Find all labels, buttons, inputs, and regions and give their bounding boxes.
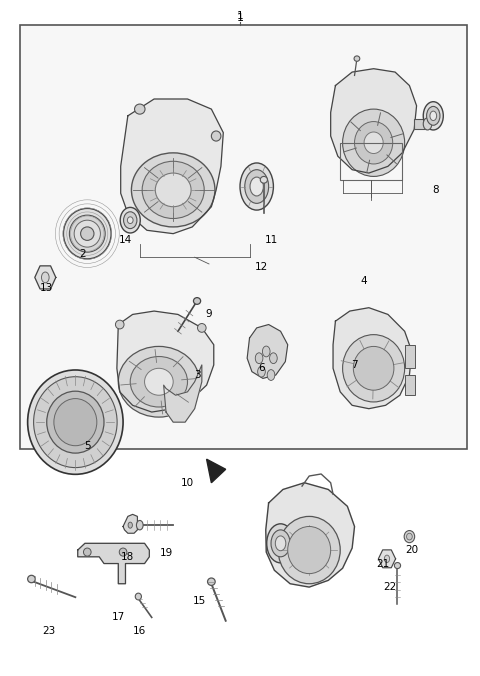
Circle shape [267,370,275,381]
Ellipse shape [250,177,264,196]
Ellipse shape [41,272,49,283]
Polygon shape [78,544,149,584]
Text: 15: 15 [193,596,206,606]
Polygon shape [164,365,202,422]
Ellipse shape [47,391,104,453]
Text: 18: 18 [121,552,134,562]
Ellipse shape [63,208,111,259]
Ellipse shape [127,217,133,224]
Polygon shape [35,266,56,289]
Polygon shape [378,550,396,568]
Polygon shape [247,324,288,379]
Bar [340,143,402,180]
Ellipse shape [288,527,331,574]
Text: 10: 10 [181,478,194,488]
Ellipse shape [343,335,405,402]
Ellipse shape [120,208,140,233]
Polygon shape [333,308,412,409]
Text: 8: 8 [432,185,439,195]
Circle shape [270,353,277,364]
Ellipse shape [118,346,199,417]
Ellipse shape [276,536,286,551]
Ellipse shape [54,399,97,445]
Ellipse shape [135,593,142,600]
Ellipse shape [116,320,124,329]
Polygon shape [331,69,417,173]
Circle shape [258,366,265,377]
Text: 23: 23 [43,626,56,636]
Ellipse shape [395,562,401,569]
Text: 16: 16 [133,626,146,636]
Text: 1: 1 [237,11,243,21]
Ellipse shape [132,153,215,227]
Ellipse shape [343,109,405,176]
Text: 13: 13 [40,283,53,293]
Ellipse shape [28,370,123,475]
Text: 17: 17 [112,612,125,623]
Ellipse shape [28,575,35,583]
Bar [21,25,467,449]
Ellipse shape [407,533,412,540]
Ellipse shape [156,173,191,207]
Ellipse shape [271,530,290,557]
Polygon shape [120,99,223,234]
Bar [405,345,415,368]
Ellipse shape [142,162,204,218]
Ellipse shape [123,212,137,228]
Bar [405,375,415,395]
Text: 5: 5 [84,441,91,451]
Ellipse shape [74,220,100,247]
Ellipse shape [128,522,132,528]
Text: 11: 11 [264,235,277,245]
Text: 7: 7 [351,360,358,370]
Ellipse shape [267,524,294,563]
Ellipse shape [423,101,444,130]
Ellipse shape [136,521,143,530]
Ellipse shape [260,176,267,183]
Ellipse shape [245,170,269,203]
Bar [414,119,426,129]
Ellipse shape [427,106,440,125]
Ellipse shape [355,122,393,164]
Text: 20: 20 [405,545,419,555]
Ellipse shape [84,548,91,556]
Text: 4: 4 [361,276,367,286]
Ellipse shape [430,111,437,120]
Ellipse shape [198,324,206,333]
Text: 19: 19 [159,548,173,558]
Ellipse shape [207,578,215,585]
Circle shape [255,353,263,364]
Ellipse shape [384,555,390,562]
Text: 1: 1 [237,14,243,23]
Ellipse shape [119,548,127,556]
Text: 22: 22 [384,582,397,592]
Text: 12: 12 [255,262,268,272]
Circle shape [263,346,270,357]
Ellipse shape [423,118,432,130]
Polygon shape [123,514,137,533]
Polygon shape [266,483,355,587]
Text: 3: 3 [194,370,200,380]
Ellipse shape [134,104,145,114]
Ellipse shape [193,297,201,304]
Ellipse shape [404,531,415,543]
Polygon shape [117,311,214,412]
Text: 14: 14 [119,235,132,245]
Ellipse shape [278,516,340,584]
Ellipse shape [354,56,360,62]
Ellipse shape [81,227,94,241]
Ellipse shape [240,163,274,210]
Text: 21: 21 [376,558,390,569]
Ellipse shape [364,132,383,153]
Ellipse shape [130,356,188,407]
Text: 9: 9 [205,310,212,320]
Ellipse shape [211,131,221,141]
Ellipse shape [70,215,105,252]
Ellipse shape [34,377,117,468]
Ellipse shape [353,346,394,390]
Ellipse shape [144,368,173,395]
Text: 6: 6 [258,363,265,373]
Polygon shape [206,459,226,483]
Text: 2: 2 [79,249,86,259]
